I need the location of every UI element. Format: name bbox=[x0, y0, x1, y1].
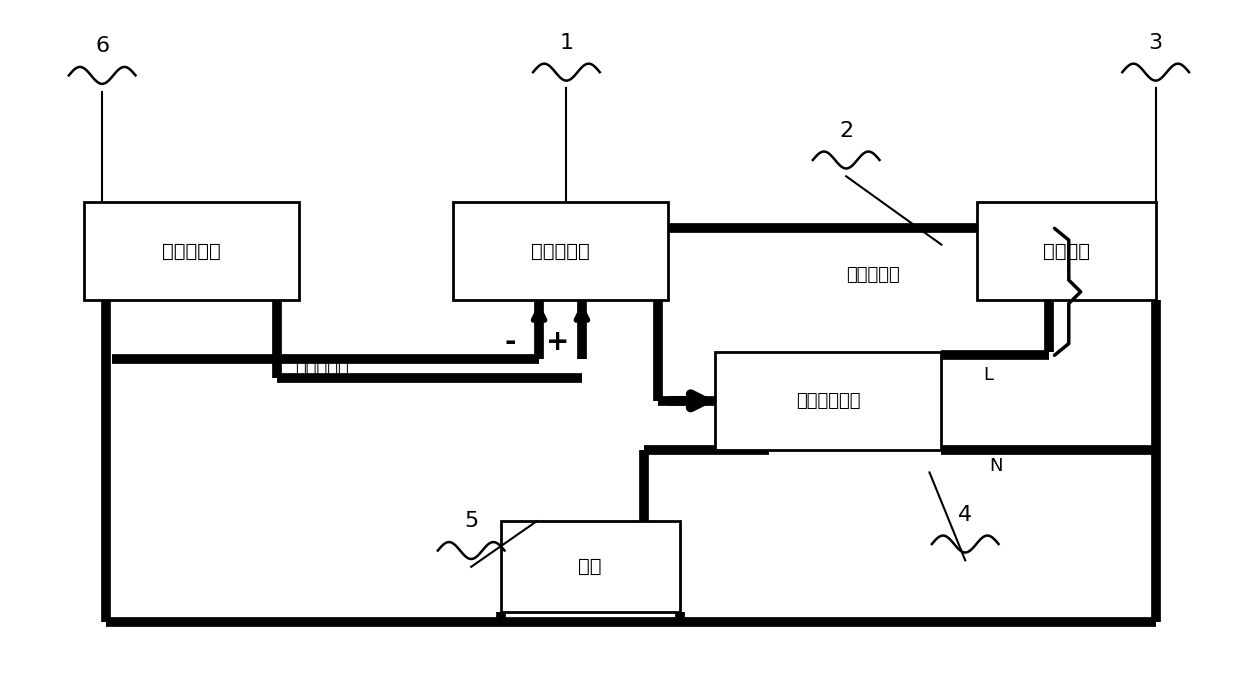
Text: L: L bbox=[983, 366, 993, 384]
Bar bbox=[977, 202, 1156, 300]
Bar bbox=[84, 202, 299, 300]
Text: 1: 1 bbox=[559, 33, 573, 53]
Text: 光伏板输入: 光伏板输入 bbox=[295, 359, 350, 377]
Text: +: + bbox=[547, 328, 570, 356]
Text: 5: 5 bbox=[464, 511, 479, 532]
Text: 电流互感器: 电流互感器 bbox=[846, 266, 900, 284]
Text: 2: 2 bbox=[839, 121, 853, 141]
Text: N: N bbox=[990, 457, 1002, 475]
Text: 光伏逆变器: 光伏逆变器 bbox=[531, 241, 590, 260]
Text: 4: 4 bbox=[959, 504, 972, 525]
Text: 交流连接单元: 交流连接单元 bbox=[796, 392, 861, 410]
Text: 光伏电池板: 光伏电池板 bbox=[162, 241, 221, 260]
Bar bbox=[501, 521, 680, 612]
Text: 负载: 负载 bbox=[579, 557, 601, 576]
Bar bbox=[715, 352, 941, 450]
Text: -: - bbox=[505, 328, 516, 356]
Bar bbox=[454, 202, 667, 300]
Text: 6: 6 bbox=[95, 36, 109, 56]
Text: 3: 3 bbox=[1148, 33, 1163, 53]
Text: 公共电网: 公共电网 bbox=[1043, 241, 1090, 260]
